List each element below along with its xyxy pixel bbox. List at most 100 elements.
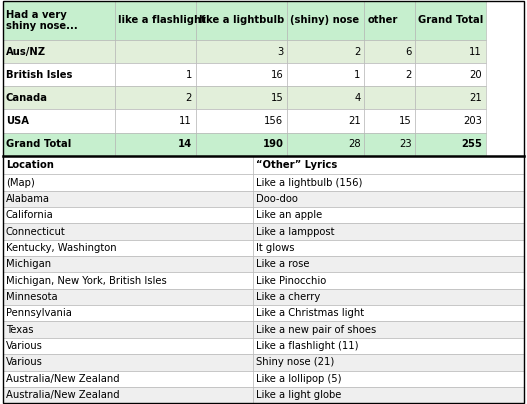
Bar	[415, 86, 486, 109]
Bar	[115, 133, 196, 156]
Bar	[3, 86, 115, 109]
Text: Connecticut: Connecticut	[6, 227, 65, 237]
Bar	[3, 240, 253, 256]
Text: Australia/New Zealand: Australia/New Zealand	[6, 390, 120, 400]
Bar	[287, 40, 364, 63]
Bar	[3, 133, 115, 156]
Text: 2: 2	[354, 46, 360, 57]
Text: Canada: Canada	[6, 93, 48, 103]
Bar	[3, 272, 253, 289]
Bar	[3, 109, 115, 133]
Text: 190: 190	[262, 139, 284, 149]
Text: California: California	[6, 210, 54, 220]
Bar	[253, 370, 524, 387]
Text: 6: 6	[405, 46, 412, 57]
Bar	[3, 305, 253, 322]
Text: Various: Various	[6, 358, 43, 367]
Text: Like a lollipop (5): Like a lollipop (5)	[256, 374, 341, 384]
Text: Minnesota: Minnesota	[6, 292, 57, 302]
Bar	[287, 86, 364, 109]
Bar	[415, 40, 486, 63]
Text: other: other	[367, 15, 398, 25]
Bar	[3, 338, 253, 354]
Text: 11: 11	[470, 46, 482, 57]
Text: Kentucky, Washington: Kentucky, Washington	[6, 243, 116, 253]
Bar	[364, 109, 415, 133]
Bar	[287, 1, 364, 40]
Text: It glows: It glows	[256, 243, 295, 253]
Text: (Map): (Map)	[6, 178, 35, 187]
Text: Michigan: Michigan	[6, 259, 51, 269]
Bar	[196, 1, 287, 40]
Text: Like a lamppost: Like a lamppost	[256, 227, 335, 237]
Bar	[3, 354, 253, 370]
Text: Grand Total: Grand Total	[6, 139, 71, 149]
Bar	[115, 109, 196, 133]
Bar	[196, 109, 287, 133]
Text: 15: 15	[399, 116, 412, 126]
Bar	[415, 133, 486, 156]
Bar	[3, 156, 253, 175]
Text: 21: 21	[348, 116, 360, 126]
Text: 11: 11	[179, 116, 192, 126]
Text: like a flashlight: like a flashlight	[118, 15, 206, 25]
Bar	[3, 191, 253, 207]
Text: Alabama: Alabama	[6, 194, 50, 204]
Text: Like a new pair of shoes: Like a new pair of shoes	[256, 325, 376, 335]
Text: USA: USA	[6, 116, 29, 126]
Text: 156: 156	[264, 116, 284, 126]
Text: 1: 1	[186, 69, 192, 80]
Bar	[364, 86, 415, 109]
Bar	[196, 40, 287, 63]
Bar	[415, 1, 486, 40]
Text: Grand Total: Grand Total	[418, 15, 484, 25]
Bar	[3, 175, 253, 191]
Bar	[253, 338, 524, 354]
Bar	[3, 40, 115, 63]
Text: 23: 23	[399, 139, 412, 149]
Text: Like Pinocchio: Like Pinocchio	[256, 276, 327, 286]
Bar	[364, 40, 415, 63]
Bar	[253, 207, 524, 223]
Text: 4: 4	[354, 93, 360, 103]
Bar	[3, 370, 253, 387]
Text: 255: 255	[461, 139, 482, 149]
Text: “Other” Lyrics: “Other” Lyrics	[256, 160, 337, 170]
Text: 20: 20	[470, 69, 482, 80]
Text: British Isles: British Isles	[6, 69, 72, 80]
Text: like a lightbulb: like a lightbulb	[199, 15, 284, 25]
Text: Like a Christmas light: Like a Christmas light	[256, 308, 364, 318]
Text: Doo-doo: Doo-doo	[256, 194, 298, 204]
Bar	[364, 1, 415, 40]
Text: Aus/NZ: Aus/NZ	[6, 46, 46, 57]
Text: 28: 28	[348, 139, 360, 149]
Bar	[253, 272, 524, 289]
Bar	[115, 63, 196, 86]
Bar	[253, 289, 524, 305]
Bar	[253, 305, 524, 322]
Text: Pennsylvania: Pennsylvania	[6, 308, 72, 318]
Bar	[3, 223, 253, 240]
Text: 3: 3	[277, 46, 284, 57]
Text: Like a cherry: Like a cherry	[256, 292, 320, 302]
Bar	[3, 1, 115, 40]
Bar	[253, 156, 524, 175]
Bar	[3, 63, 115, 86]
Bar	[3, 207, 253, 223]
Bar	[415, 109, 486, 133]
Text: Texas: Texas	[6, 325, 33, 335]
Text: 1: 1	[354, 69, 360, 80]
Text: Had a very
shiny nose...: Had a very shiny nose...	[6, 10, 77, 31]
Bar	[196, 86, 287, 109]
Text: Australia/New Zealand: Australia/New Zealand	[6, 374, 120, 384]
Bar	[3, 289, 253, 305]
Bar	[253, 322, 524, 338]
Text: Various: Various	[6, 341, 43, 351]
Bar	[253, 256, 524, 272]
Bar	[253, 191, 524, 207]
Bar	[253, 175, 524, 191]
Bar	[3, 256, 253, 272]
Bar	[364, 133, 415, 156]
Text: Like an apple: Like an apple	[256, 210, 323, 220]
Text: Shiny nose (21): Shiny nose (21)	[256, 358, 335, 367]
